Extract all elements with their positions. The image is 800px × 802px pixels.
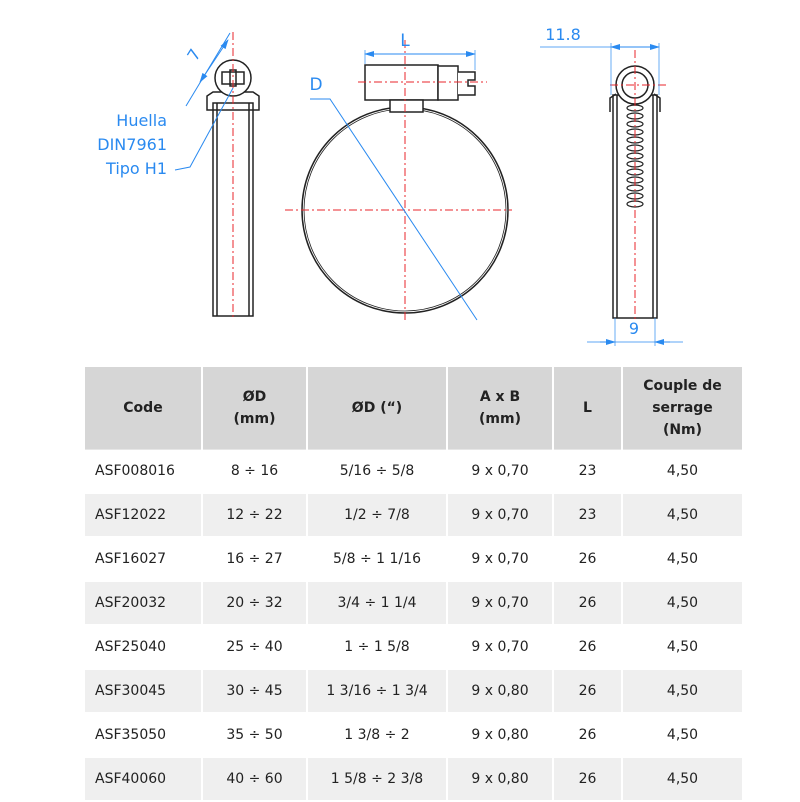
length-label: L bbox=[400, 31, 410, 51]
cell-code: ASF35050 bbox=[83, 712, 203, 758]
table-row: ASF30045 30 ÷ 45 1 3/16 ÷ 1 3/4 9 x 0,80 26 4… bbox=[83, 668, 744, 714]
cell-length: 26 bbox=[552, 756, 623, 802]
header-diameter-mm: ØD (mm) bbox=[201, 367, 308, 450]
header-length: L bbox=[552, 367, 623, 450]
table-row: ASF008016 8 ÷ 16 5/16 ÷ 5/8 9 x 0,70 23 4,50 bbox=[83, 449, 744, 494]
cell-torque: 4,50 bbox=[621, 712, 744, 758]
cell-length: 26 bbox=[552, 712, 623, 758]
cell-diameter-mm: 40 ÷ 60 bbox=[201, 756, 308, 802]
cell-torque: 4,50 bbox=[621, 756, 744, 802]
header-diameter-inch: ØD (“) bbox=[306, 367, 448, 450]
diameter-label: D bbox=[309, 75, 322, 95]
table-row: ASF25040 25 ÷ 40 1 ÷ 1 5/8 9 x 0,70 26 4,50 bbox=[83, 624, 744, 670]
header-band-size: A x B (mm) bbox=[446, 367, 554, 450]
header-text: (mm) bbox=[479, 411, 521, 427]
screw-drive-label-line2: DIN7961 bbox=[97, 135, 167, 154]
cell-torque: 4,50 bbox=[621, 449, 744, 494]
head-width-label: 11.8 bbox=[545, 25, 581, 44]
cell-band-size: 9 x 0,80 bbox=[446, 756, 554, 802]
cell-torque: 4,50 bbox=[621, 580, 744, 626]
cell-diameter-mm: 12 ÷ 22 bbox=[201, 492, 308, 538]
header-text: A x B bbox=[479, 389, 521, 405]
specifications-table: Code ØD (mm) ØD (“) A x B (mm) L Couple de serra… bbox=[83, 367, 744, 802]
cell-code: ASF16027 bbox=[83, 536, 203, 582]
cell-band-size: 9 x 0,70 bbox=[446, 536, 554, 582]
cell-length: 23 bbox=[552, 492, 623, 538]
table-row: ASF40060 40 ÷ 60 1 5/8 ÷ 2 3/8 9 x 0,80 26 4,… bbox=[83, 756, 744, 802]
cell-diameter-inch: 1 ÷ 1 5/8 bbox=[306, 624, 448, 670]
cell-diameter-inch: 5/16 ÷ 5/8 bbox=[306, 449, 448, 494]
header-text: Couple de bbox=[643, 378, 722, 394]
cell-torque: 4,50 bbox=[621, 492, 744, 538]
cell-code: ASF20032 bbox=[83, 580, 203, 626]
header-torque: Couple de serrage (Nm) bbox=[621, 367, 744, 450]
cell-diameter-inch: 1 3/8 ÷ 2 bbox=[306, 712, 448, 758]
cell-band-size: 9 x 0,70 bbox=[446, 624, 554, 670]
cell-code: ASF40060 bbox=[83, 756, 203, 802]
cell-code: ASF12022 bbox=[83, 492, 203, 538]
header-text: Code bbox=[123, 400, 163, 416]
header-text: ØD (“) bbox=[351, 400, 403, 416]
cell-diameter-mm: 16 ÷ 27 bbox=[201, 536, 308, 582]
screw-drive-label-line1: Huella bbox=[116, 111, 167, 130]
cell-length: 26 bbox=[552, 536, 623, 582]
table-row: ASF16027 16 ÷ 27 5/8 ÷ 1 1/16 9 x 0,70 26 4,5… bbox=[83, 536, 744, 582]
cell-diameter-mm: 30 ÷ 45 bbox=[201, 668, 308, 714]
cell-diameter-mm: 25 ÷ 40 bbox=[201, 624, 308, 670]
cell-band-size: 9 x 0,70 bbox=[446, 492, 554, 538]
header-text: serrage bbox=[652, 400, 713, 416]
cell-diameter-mm: 20 ÷ 32 bbox=[201, 580, 308, 626]
cell-length: 26 bbox=[552, 624, 623, 670]
header-text: L bbox=[583, 400, 592, 416]
cell-diameter-inch: 5/8 ÷ 1 1/16 bbox=[306, 536, 448, 582]
screw-drive-label-line3: Tipo H1 bbox=[105, 159, 167, 178]
cell-torque: 4,50 bbox=[621, 668, 744, 714]
cell-diameter-inch: 3/4 ÷ 1 1/4 bbox=[306, 580, 448, 626]
cell-code: ASF30045 bbox=[83, 668, 203, 714]
cell-torque: 4,50 bbox=[621, 536, 744, 582]
screw-dimension-label: 7 bbox=[183, 45, 205, 64]
cell-diameter-inch: 1 5/8 ÷ 2 3/8 bbox=[306, 756, 448, 802]
cell-length: 23 bbox=[552, 449, 623, 494]
cell-diameter-inch: 1/2 ÷ 7/8 bbox=[306, 492, 448, 538]
table-row: ASF12022 12 ÷ 22 1/2 ÷ 7/8 9 x 0,70 23 4,50 bbox=[83, 492, 744, 538]
cell-band-size: 9 x 0,70 bbox=[446, 580, 554, 626]
cell-band-size: 9 x 0,70 bbox=[446, 449, 554, 494]
cell-length: 26 bbox=[552, 580, 623, 626]
cell-diameter-mm: 35 ÷ 50 bbox=[201, 712, 308, 758]
table-row: ASF20032 20 ÷ 32 3/4 ÷ 1 1/4 9 x 0,70 26 4,50 bbox=[83, 580, 744, 626]
band-width-label: 9 bbox=[629, 319, 639, 338]
cell-band-size: 9 x 0,80 bbox=[446, 712, 554, 758]
cell-diameter-mm: 8 ÷ 16 bbox=[201, 449, 308, 494]
header-text: ØD bbox=[242, 389, 267, 405]
cell-length: 26 bbox=[552, 668, 623, 714]
hose-clamp-technical-drawing: 7 Huella DIN7961 Tipo H1 L D 11.8 9 bbox=[97, 25, 683, 346]
cell-band-size: 9 x 0,80 bbox=[446, 668, 554, 714]
cell-code: ASF25040 bbox=[83, 624, 203, 670]
header-text: (mm) bbox=[233, 411, 276, 427]
cell-torque: 4,50 bbox=[621, 624, 744, 670]
header-text: (Nm) bbox=[662, 422, 703, 438]
cell-diameter-inch: 1 3/16 ÷ 1 3/4 bbox=[306, 668, 448, 714]
header-code: Code bbox=[83, 367, 203, 450]
cell-code: ASF008016 bbox=[83, 449, 203, 494]
